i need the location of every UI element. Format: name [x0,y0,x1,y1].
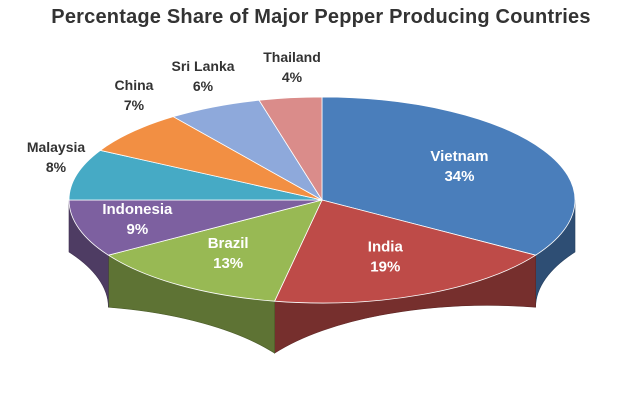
label-sri-lanka: Sri Lanka [171,58,234,74]
value-thailand: 4% [282,69,303,85]
label-china: China [115,77,154,93]
value-india: 19% [370,259,400,276]
pie-slices [68,96,576,304]
pie-labels: Vietnam 34% India 19% Brazil 13% Indonesia 9% Ma… [27,49,489,276]
label-malaysia: Malaysia [27,139,86,155]
label-indonesia: Indonesia [102,201,173,218]
value-malaysia: 8% [46,159,67,175]
value-brazil: 13% [213,255,243,272]
slice-indonesia [68,199,323,256]
value-china: 7% [124,97,145,113]
label-vietnam: Vietnam [430,148,488,165]
slice-brazil [107,199,323,302]
value-indonesia: 9% [127,221,149,238]
slice-india [273,199,537,304]
label-brazil: Brazil [208,235,249,252]
label-thailand: Thailand [263,49,321,65]
slice-vietnam [321,96,576,256]
label-india: India [368,239,404,256]
value-sri-lanka: 6% [193,78,214,94]
chart-title: Percentage Share of Major Pepper Produci… [51,6,591,28]
value-vietnam: 34% [444,168,474,185]
slice-china [99,116,323,201]
slice-malaysia [68,149,323,201]
slice-thailand [258,96,323,202]
